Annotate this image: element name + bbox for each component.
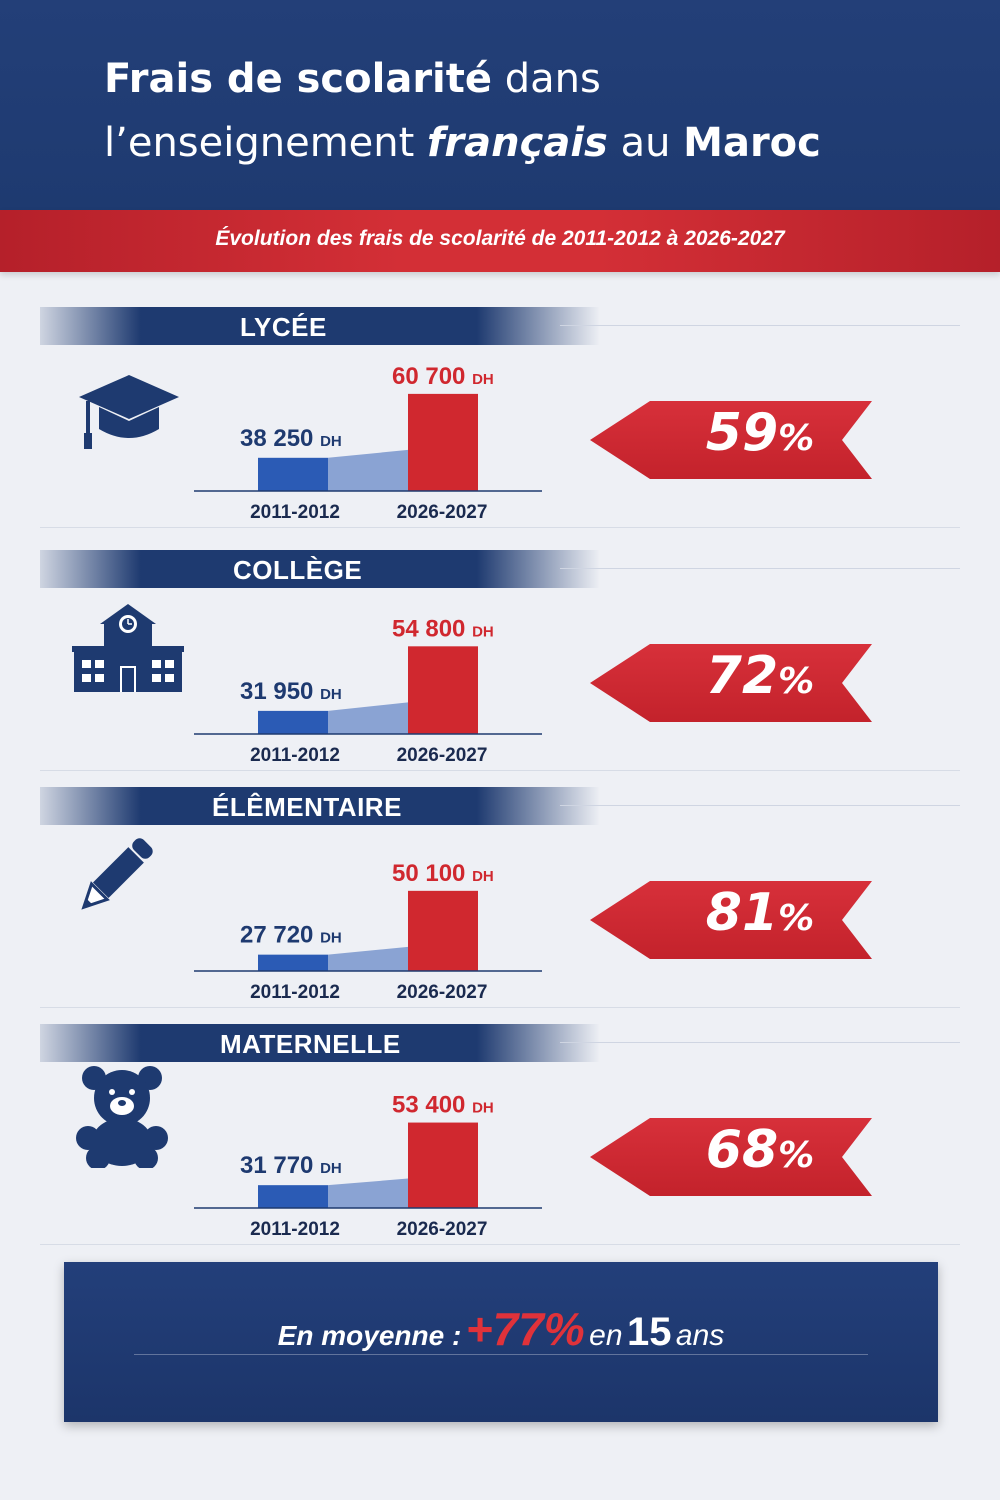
increase-number: 59 [705, 403, 779, 463]
graduation-cap-icon [74, 367, 184, 461]
increase-percentage: 81% [650, 883, 870, 943]
section-header-rule [560, 325, 960, 326]
footer-years-number: 15 [626, 1310, 672, 1354]
increase-number: 81 [705, 883, 779, 943]
footer-average-value: +77% [465, 1303, 585, 1355]
x-tick-label: 2026-2027 [397, 745, 488, 766]
x-tick-label: 2026-2027 [397, 982, 488, 1003]
increase-percentage: 59% [650, 403, 870, 463]
growth-connector [328, 1178, 408, 1208]
bar-2026-2027 [408, 646, 478, 734]
subtitle: Évolution des frais de scolarité de 2011… [215, 227, 785, 250]
increase-ribbon [590, 401, 872, 479]
increase-ribbon [590, 1118, 872, 1196]
school-building-icon [68, 602, 188, 698]
increase-unit: % [778, 418, 815, 459]
increase-unit: % [778, 661, 815, 702]
footer-label: En moyenne : [277, 1320, 462, 1351]
increase-number: 68 [705, 1120, 779, 1180]
header-banner: Frais de scolarité dans l’enseignement f… [0, 0, 1000, 212]
increase-ribbon [590, 881, 872, 959]
subtitle-band [0, 210, 1000, 272]
bar-2011-2012 [258, 954, 328, 971]
growth-connector [328, 702, 408, 734]
section-header-band [40, 307, 600, 345]
section-title: MATERNELLE [220, 1029, 401, 1059]
section-header-rule [560, 805, 960, 806]
data-label-2011-2012: 31 770 DH [240, 1152, 342, 1179]
section-divider [40, 1007, 960, 1008]
x-tick-label: 2026-2027 [397, 1219, 488, 1240]
increase-percentage: 72% [650, 646, 870, 706]
bar-chart: 2011-2012 2026-2027 31 950 DH 54 800 DH [194, 615, 542, 766]
data-label-2011-2012: 27 720 DH [240, 922, 342, 949]
section-title: COLLÈGE [233, 555, 363, 585]
title-part-6: Maroc [683, 120, 821, 166]
footer-years-word: ans [675, 1319, 725, 1352]
data-label-2026-2027: 54 800 DH [392, 615, 494, 642]
x-tick-label: 2011-2012 [250, 502, 340, 523]
section-header-band [40, 787, 600, 825]
increase-unit: % [778, 1135, 815, 1176]
increase-ribbon [590, 644, 872, 722]
bar-2026-2027 [408, 393, 478, 491]
bar-2011-2012 [258, 457, 328, 491]
increase-unit: % [778, 898, 815, 939]
bar-2026-2027 [408, 1122, 478, 1208]
x-tick-label: 2026-2027 [397, 502, 488, 523]
section-divider [40, 527, 960, 528]
data-label-2026-2027: 50 100 DH [392, 860, 494, 887]
footer-text: En moyenne : +77% en 15 ans [64, 1302, 938, 1356]
section-header-rule [560, 1042, 960, 1043]
data-label-2026-2027: 53 400 DH [392, 1092, 494, 1119]
data-label-2011-2012: 31 950 DH [240, 678, 342, 705]
footer-divider [134, 1354, 868, 1355]
title-part-5: au [607, 120, 684, 166]
increase-number: 72 [705, 646, 779, 706]
pencil-icon [72, 829, 162, 923]
footer-summary: En moyenne : +77% en 15 ans [64, 1262, 938, 1422]
bar-2026-2027 [408, 890, 478, 971]
section-graduation-cap: LYCÉE 2011-2012 2026-2027 38 250 DH 60 700 D… [0, 307, 1000, 537]
x-tick-label: 2011-2012 [250, 1219, 340, 1240]
section-pencil: ÉLÊMENTAIRE 2011-2012 2026-2027 27 720 DH 50… [0, 787, 1000, 1017]
bar-chart: 2011-2012 2026-2027 31 770 DH 53 400 DH [194, 1092, 542, 1240]
title-part-3: l’enseignement [104, 120, 428, 166]
section-header-band [40, 1024, 600, 1062]
x-tick-label: 2011-2012 [250, 745, 340, 766]
bar-2011-2012 [258, 1185, 328, 1208]
page-title-line-1: Frais de scolarité dans [104, 56, 601, 102]
increase-percentage: 68% [650, 1120, 870, 1180]
data-label-2026-2027: 60 700 DH [392, 363, 494, 390]
section-school-building: COLLÈGE 2011-2012 2026-2027 31 950 DH 54 800… [0, 550, 1000, 780]
section-title: LYCÉE [240, 312, 327, 342]
section-divider [40, 1244, 960, 1245]
page-title-line-2: l’enseignement français au Maroc [104, 120, 821, 166]
growth-connector [328, 946, 408, 971]
data-label-2011-2012: 38 250 DH [240, 425, 342, 452]
teddy-bear-icon [72, 1064, 172, 1172]
title-part-2: dans [492, 56, 601, 102]
section-header-band [40, 550, 600, 588]
title-part-4: français [427, 120, 608, 166]
section-title: ÉLÊMENTAIRE [212, 792, 402, 822]
title-part-1: Frais de scolarité [104, 56, 493, 102]
section-header-rule [560, 568, 960, 569]
x-tick-label: 2011-2012 [250, 982, 340, 1003]
footer-in: en [589, 1319, 623, 1352]
section-teddy-bear: MATERNELLE 2011-2012 2026-2027 31 770 DH 53 … [0, 1024, 1000, 1254]
bar-chart: 2011-2012 2026-2027 38 250 DH 60 700 DH [194, 363, 542, 523]
growth-connector [328, 449, 408, 491]
bar-chart: 2011-2012 2026-2027 27 720 DH 50 100 DH [194, 860, 542, 1003]
bar-2011-2012 [258, 710, 328, 734]
section-divider [40, 770, 960, 771]
